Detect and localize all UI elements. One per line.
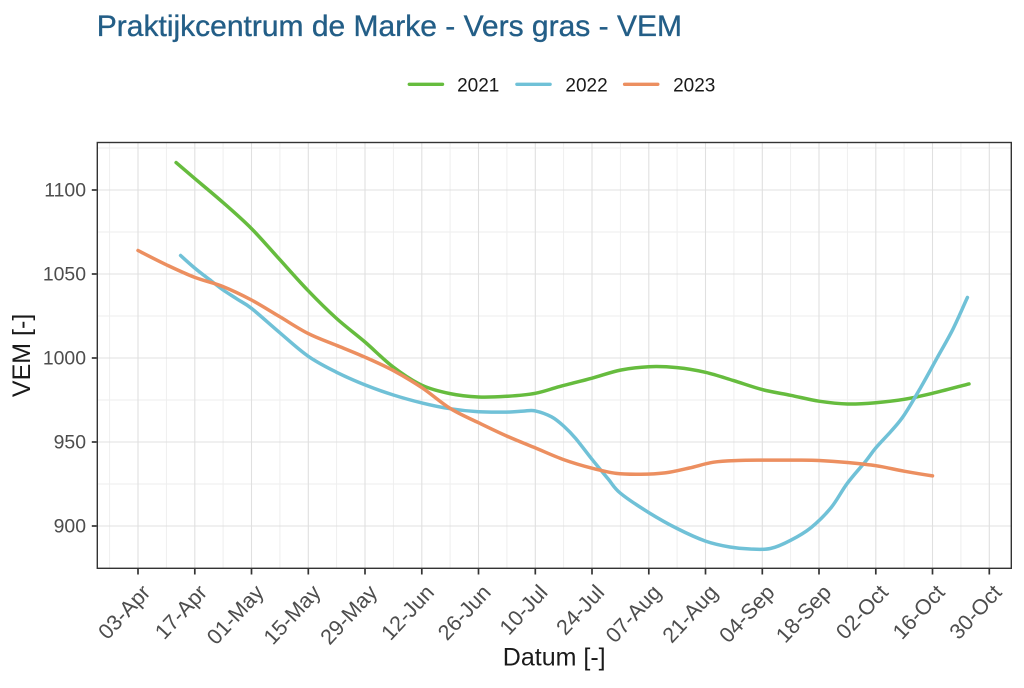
svg-text:Datum [-]: Datum [-] bbox=[503, 644, 606, 672]
svg-text:2022: 2022 bbox=[565, 75, 607, 96]
svg-text:Praktijkcentrum de Marke - Ver: Praktijkcentrum de Marke - Vers gras - V… bbox=[97, 10, 682, 43]
svg-text:1050: 1050 bbox=[43, 264, 86, 286]
svg-text:950: 950 bbox=[54, 432, 87, 454]
svg-text:1000: 1000 bbox=[43, 348, 86, 370]
svg-text:2023: 2023 bbox=[673, 75, 715, 96]
svg-text:VEM [-]: VEM [-] bbox=[8, 314, 36, 397]
svg-text:900: 900 bbox=[54, 516, 87, 538]
svg-text:1100: 1100 bbox=[44, 180, 86, 202]
svg-text:2021: 2021 bbox=[457, 75, 499, 96]
